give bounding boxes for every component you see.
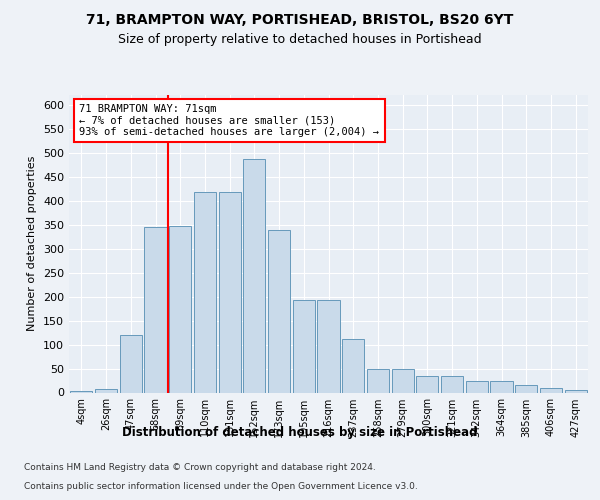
Bar	[145, 227, 167, 392]
Bar	[367, 370, 389, 392]
Bar	[218, 192, 241, 392]
Bar	[243, 159, 265, 392]
Bar	[317, 300, 340, 392]
Text: 71 BRAMPTON WAY: 71sqm
← 7% of detached houses are smaller (153)
93% of semi-det: 71 BRAMPTON WAY: 71sqm ← 7% of detached …	[79, 104, 379, 137]
Text: Contains public sector information licensed under the Open Government Licence v3: Contains public sector information licen…	[24, 482, 418, 491]
Bar	[565, 390, 587, 392]
Text: Distribution of detached houses by size in Portishead: Distribution of detached houses by size …	[122, 426, 478, 439]
Text: Size of property relative to detached houses in Portishead: Size of property relative to detached ho…	[118, 32, 482, 46]
Bar	[169, 226, 191, 392]
Y-axis label: Number of detached properties: Number of detached properties	[28, 156, 37, 332]
Bar	[416, 376, 439, 392]
Text: 71, BRAMPTON WAY, PORTISHEAD, BRISTOL, BS20 6YT: 71, BRAMPTON WAY, PORTISHEAD, BRISTOL, B…	[86, 12, 514, 26]
Bar	[70, 390, 92, 392]
Bar	[515, 386, 538, 392]
Bar	[540, 388, 562, 392]
Bar	[490, 380, 512, 392]
Text: Contains HM Land Registry data © Crown copyright and database right 2024.: Contains HM Land Registry data © Crown c…	[24, 464, 376, 472]
Bar	[293, 300, 315, 392]
Bar	[392, 370, 414, 392]
Bar	[441, 376, 463, 392]
Bar	[268, 230, 290, 392]
Bar	[466, 380, 488, 392]
Bar	[342, 339, 364, 392]
Bar	[95, 389, 117, 392]
Bar	[194, 192, 216, 392]
Bar	[119, 335, 142, 392]
